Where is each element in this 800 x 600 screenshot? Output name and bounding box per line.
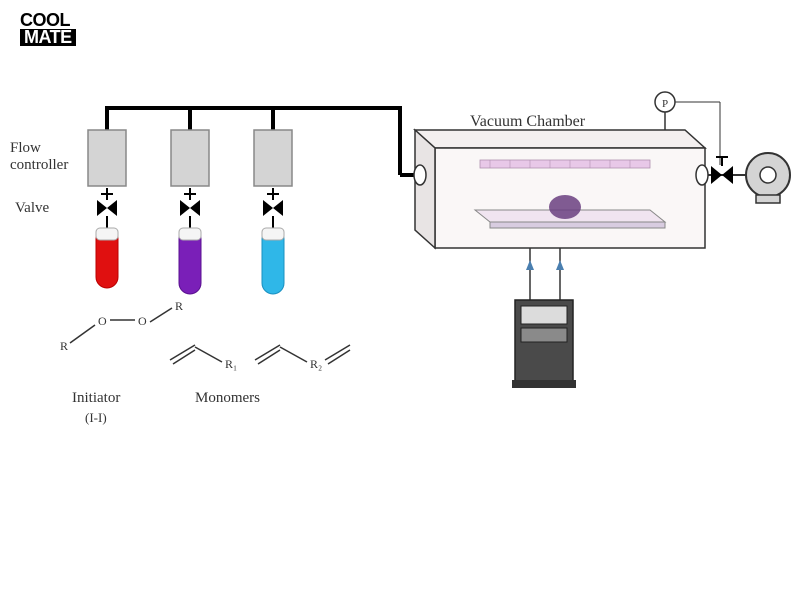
flow-controller-label: Flow controller bbox=[10, 140, 68, 174]
tube-monomer-2 bbox=[262, 228, 284, 294]
svg-text:R₂: R₂ bbox=[310, 357, 322, 371]
precursor-tubes bbox=[96, 228, 284, 294]
svg-text:R: R bbox=[175, 299, 183, 313]
molecule-initiator: R O O R bbox=[60, 299, 183, 353]
svg-text:R₁: R₁ bbox=[225, 357, 237, 371]
tube-initiator bbox=[96, 228, 118, 288]
cvd-diagram: R O O R R₁ R₂ bbox=[0, 0, 800, 600]
svg-text:O: O bbox=[138, 314, 147, 328]
monomers-label: Monomers bbox=[195, 390, 260, 407]
svg-text:R: R bbox=[60, 339, 68, 353]
molecule-monomer-1: R₁ bbox=[170, 345, 237, 371]
filament-array bbox=[480, 160, 650, 168]
vacuum-chamber-label: Vacuum Chamber bbox=[470, 113, 585, 131]
valves bbox=[97, 188, 283, 228]
vacuum-chamber bbox=[414, 130, 735, 300]
temperature-controller bbox=[512, 300, 576, 388]
tube-monomer-1 bbox=[179, 228, 201, 294]
molecule-monomer-2: R₂ bbox=[255, 345, 350, 371]
vacuum-pump bbox=[746, 153, 790, 203]
pressure-label: P bbox=[662, 98, 668, 110]
outlet-valve bbox=[711, 157, 733, 184]
initiator-sub-label: (I-I) bbox=[85, 410, 107, 426]
valve-label: Valve bbox=[15, 200, 49, 217]
svg-text:O: O bbox=[98, 314, 107, 328]
flow-controllers bbox=[88, 130, 292, 186]
initiator-label: Initiator bbox=[72, 390, 120, 407]
